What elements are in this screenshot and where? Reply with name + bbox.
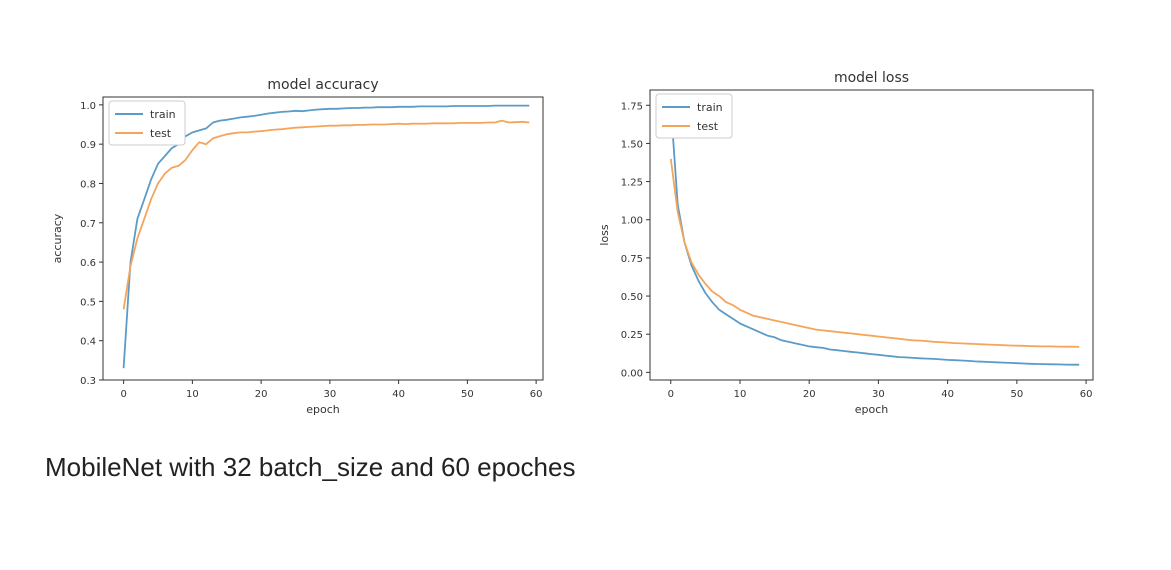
series-line-train (122, 104, 530, 369)
y-tick-label: 0.5 (80, 297, 96, 308)
legend-label-test: test (150, 127, 172, 140)
x-axis-label: epoch (306, 403, 340, 416)
y-tick-label: 0.6 (80, 258, 96, 269)
chart-accuracy: model accuracy 0 10 20 30 40 50 60 0.3 0.4 0.5 0.6 0… (51, 77, 544, 416)
x-axis-label: epoch (855, 403, 889, 416)
y-tick-label: 0.00 (621, 368, 643, 379)
y-tick-label: 0.75 (621, 254, 643, 265)
x-tick-label: 0 (120, 389, 126, 400)
y-tick-label: 1.50 (621, 139, 643, 150)
x-tick-label: 20 (255, 389, 268, 400)
x-tick-label: 50 (1010, 389, 1023, 400)
y-tick-label: 0.7 (80, 219, 96, 230)
y-tick-label: 1.75 (621, 101, 643, 112)
y-tick-label: 0.25 (621, 330, 643, 341)
plot-frame (102, 96, 544, 381)
x-tick-label: 40 (941, 389, 954, 400)
chart-title: model loss (834, 70, 909, 86)
x-tick-label: 60 (1080, 389, 1093, 400)
legend-label-train: train (697, 101, 723, 114)
y-tick-label: 0.50 (621, 292, 643, 303)
x-tick-label: 0 (668, 389, 674, 400)
y-tick-label: 1.00 (621, 216, 643, 227)
series-line-test (122, 119, 530, 310)
chart-title: model accuracy (267, 77, 378, 93)
x-tick-label: 60 (530, 389, 543, 400)
plot-frame (649, 89, 1094, 381)
chart-loss: model loss 0 10 20 30 40 50 60 0.00 0.25 0.50 0.75 1… (598, 70, 1094, 416)
y-tick-label: 0.4 (80, 337, 96, 348)
y-tick-label: 0.3 (80, 376, 96, 387)
x-tick-label: 20 (803, 389, 816, 400)
series-line-test (669, 158, 1080, 348)
figure-caption: MobileNet with 32 batch_size and 60 epoc… (45, 452, 576, 482)
x-tick-label: 10 (734, 389, 747, 400)
x-tick-label: 50 (461, 389, 474, 400)
y-tick-label: 1.25 (621, 178, 643, 189)
x-tick-label: 30 (324, 389, 337, 400)
x-tick-label: 10 (186, 389, 199, 400)
y-tick-label: 0.8 (80, 179, 96, 190)
y-axis-label: loss (598, 224, 611, 246)
legend-label-train: train (150, 108, 176, 121)
x-tick-label: 40 (392, 389, 405, 400)
y-axis-label: accuracy (51, 213, 64, 263)
x-tick-label: 30 (872, 389, 885, 400)
y-tick-label: 0.9 (80, 140, 96, 151)
series-line-train (669, 105, 1080, 366)
y-tick-label: 1.0 (80, 101, 96, 112)
legend-label-test: test (697, 120, 719, 133)
